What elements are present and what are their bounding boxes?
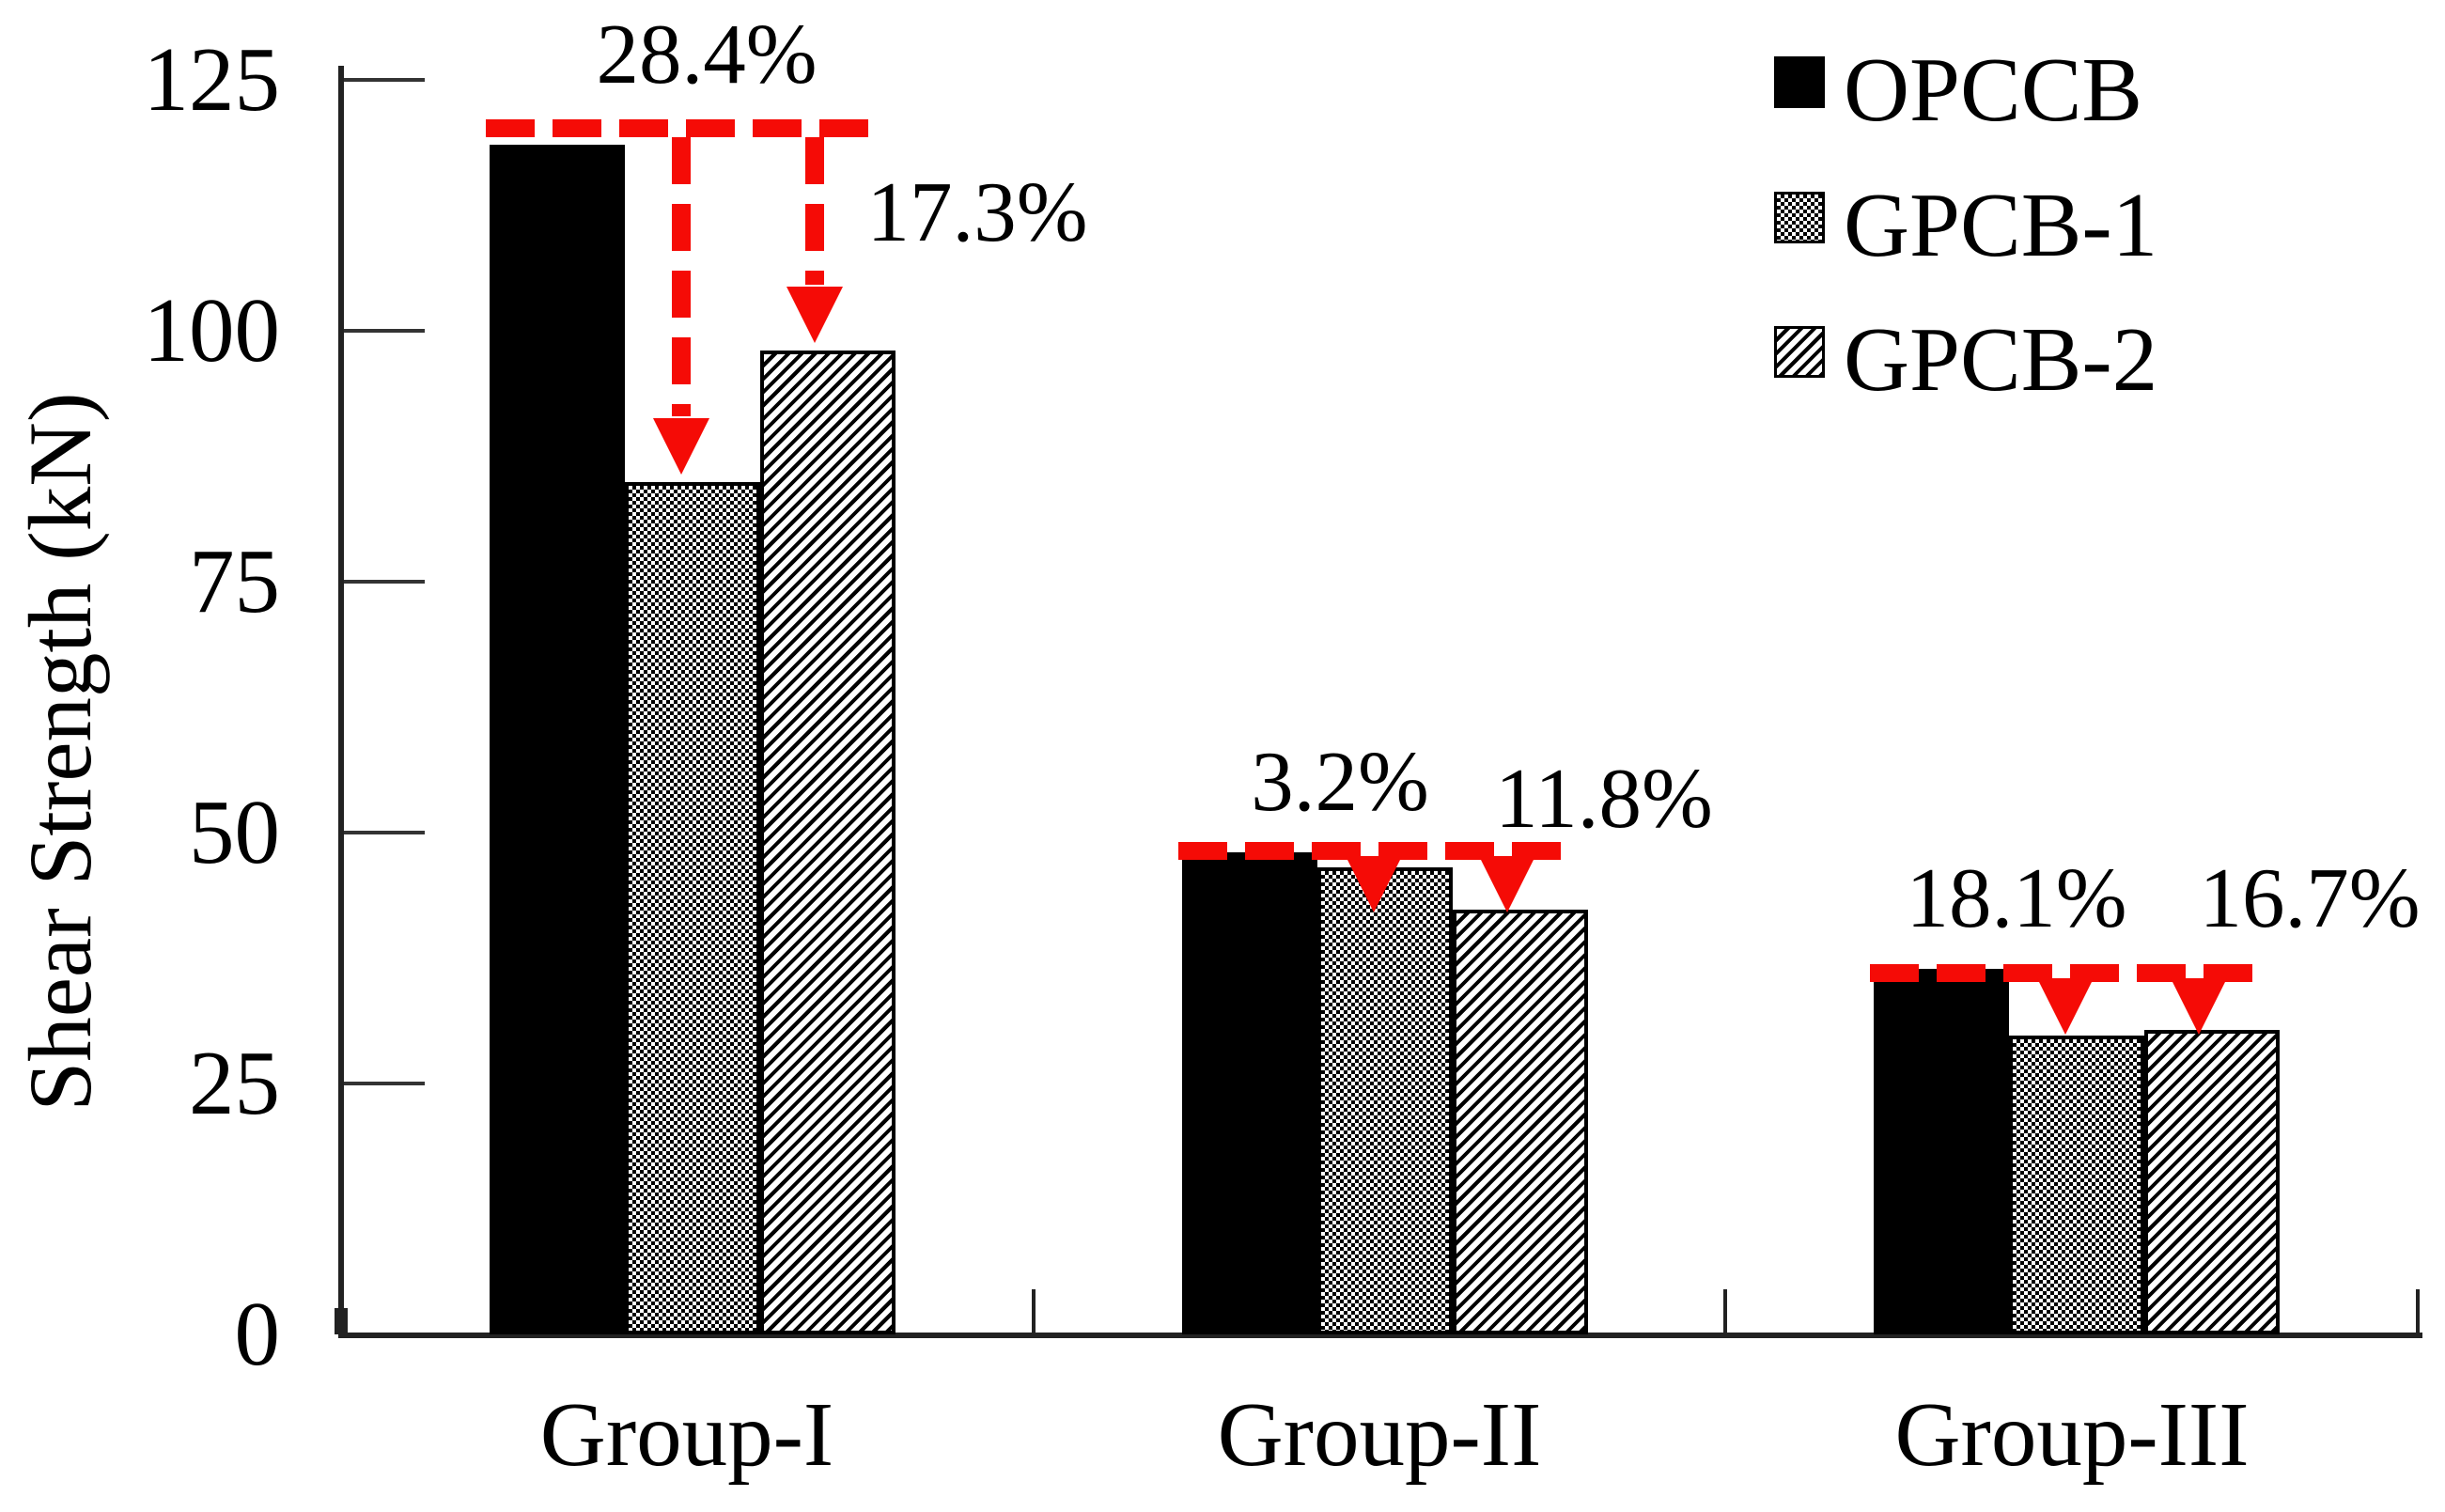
- reduction-label-173: 17.3%: [866, 164, 1088, 259]
- y-tick-label-125: 125: [143, 29, 281, 130]
- y-axis-zero-tick: [335, 1308, 348, 1334]
- reduction-label-118: 11.8%: [1495, 751, 1713, 846]
- x-tick-2: [1723, 1289, 1727, 1333]
- reduction-label-32: 3.2%: [1251, 734, 1429, 829]
- x-category-label-group-i: Group-I: [539, 1384, 834, 1485]
- legend-label-opccb: OPCCB: [1844, 39, 2143, 140]
- down-arrow-icon: [2171, 978, 2227, 1035]
- bar-gpcb-1-group-i: [625, 482, 760, 1334]
- reduction-label-181: 18.1%: [1906, 850, 2127, 945]
- down-arrow-icon: [653, 418, 709, 475]
- y-tick-25: [344, 1082, 425, 1085]
- y-tick-50: [344, 831, 425, 834]
- y-tick-label-0: 0: [234, 1284, 281, 1384]
- reduction-dashed-line-group-iii: [1870, 964, 2263, 982]
- reduction-dashed-line-group-i: [486, 119, 879, 137]
- bar-gpcb-2-group-i: [760, 351, 895, 1334]
- reduction-label-167: 16.7%: [2199, 850, 2421, 945]
- y-tick-125: [344, 78, 425, 82]
- reduction-arrow-stem: [805, 137, 824, 285]
- legend-swatch-gpcb-1: [1774, 192, 1825, 243]
- x-axis: [338, 1333, 2422, 1338]
- bar-opccb-group-iii: [1874, 969, 2009, 1334]
- y-axis: [338, 66, 344, 1338]
- bar-gpcb-2-group-ii: [1453, 910, 1588, 1334]
- reduction-label-284: 28.4%: [596, 7, 818, 101]
- reduction-arrow-stem: [672, 137, 691, 416]
- reduction-dashed-line-group-ii: [1178, 842, 1571, 860]
- y-tick-75: [344, 580, 425, 584]
- legend-swatch-gpcb-2: [1774, 326, 1825, 378]
- bar-gpcb-1-group-iii: [2009, 1036, 2144, 1334]
- bar-opccb-group-i: [490, 145, 625, 1334]
- legend-label-gpcb-1: GPCB-1: [1844, 175, 2158, 275]
- x-tick-1: [1032, 1289, 1036, 1333]
- y-tick-100: [344, 329, 425, 333]
- legend-label-gpcb-2: GPCB-2: [1844, 309, 2158, 410]
- down-arrow-icon: [786, 287, 843, 343]
- x-category-label-group-ii: Group-II: [1217, 1384, 1542, 1485]
- down-arrow-icon: [1346, 856, 1402, 912]
- bar-gpcb-1-group-ii: [1317, 867, 1453, 1334]
- y-tick-label-75: 75: [189, 531, 280, 631]
- y-tick-label-100: 100: [143, 280, 281, 381]
- x-tick-3: [2416, 1289, 2420, 1333]
- y-tick-label-25: 25: [189, 1033, 280, 1133]
- down-arrow-icon: [2037, 978, 2094, 1035]
- y-tick-label-50: 50: [189, 782, 280, 882]
- down-arrow-icon: [1479, 856, 1535, 912]
- x-category-label-group-iii: Group-III: [1894, 1384, 2250, 1485]
- bar-gpcb-2-group-iii: [2144, 1030, 2280, 1334]
- bar-opccb-group-ii: [1182, 852, 1317, 1334]
- legend-swatch-opccb: [1774, 56, 1825, 108]
